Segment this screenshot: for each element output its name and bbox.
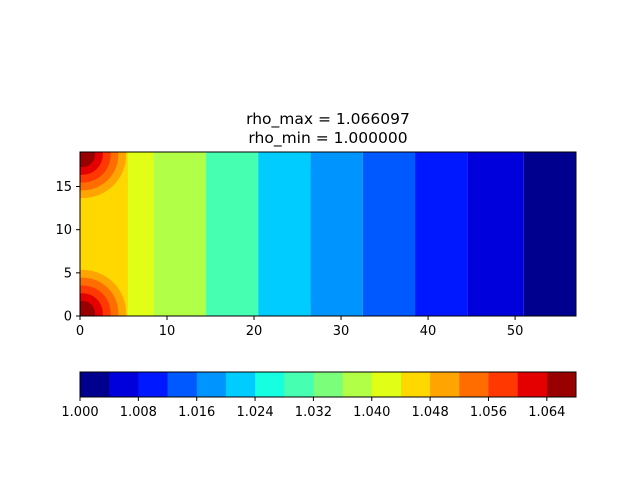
y-tick-label: 0 <box>64 310 72 325</box>
x-tick-label: 40 <box>420 324 437 339</box>
contour-band <box>153 152 211 316</box>
contour-band <box>362 152 416 316</box>
colorbar-tick-label: 1.024 <box>236 405 273 420</box>
contour-band <box>127 152 160 316</box>
colorbar-tick-label: 1.000 <box>61 405 98 420</box>
colorbar-cell <box>255 372 285 397</box>
colorbar-tick-label: 1.016 <box>178 405 215 420</box>
title-line-2: rho_min = 1.000000 <box>248 129 407 148</box>
y-tick-label: 15 <box>55 180 72 195</box>
contour-band <box>523 152 576 316</box>
colorbar-cell <box>167 372 198 397</box>
contour-band <box>310 152 363 316</box>
colorbar-cell <box>80 372 110 397</box>
colorbar-cell <box>517 372 548 397</box>
contour-band <box>258 152 312 316</box>
title-line-1: rho_max = 1.066097 <box>246 110 410 129</box>
colorbar-cell <box>284 372 314 397</box>
colorbar-tick-label: 1.040 <box>353 405 390 420</box>
colorbar-tick-label: 1.064 <box>528 405 565 420</box>
colorbar-cell <box>430 372 460 397</box>
contour-plot: 0 10 20 30 40 50 0 5 10 15 <box>55 151 577 339</box>
colorbar-cell <box>400 372 431 397</box>
colorbar-cell <box>225 372 256 397</box>
colorbar-cell <box>371 372 402 397</box>
colorbar-tick-label: 1.056 <box>470 405 507 420</box>
x-tick-label: 30 <box>333 324 350 339</box>
y-axis: 0 5 10 15 <box>55 180 80 325</box>
colorbar-cell <box>138 372 169 397</box>
colorbar-cell <box>488 372 519 397</box>
x-tick-label: 10 <box>159 324 176 339</box>
colorbar-tick-label: 1.048 <box>412 405 449 420</box>
colorbar-tick-label: 1.008 <box>120 405 157 420</box>
x-tick-label: 20 <box>246 324 263 339</box>
colorbar-cell <box>109 372 139 397</box>
contour-band <box>467 152 524 316</box>
x-tick-label: 0 <box>76 324 84 339</box>
colorbar-cell <box>459 372 489 397</box>
colorbar-cell <box>546 372 577 397</box>
colorbar: 1.000 1.008 1.016 1.024 1.032 1.040 1.048 1.056… <box>61 371 577 420</box>
peak-contour <box>80 152 96 168</box>
colorbar-tick-label: 1.032 <box>295 405 332 420</box>
plot-frame <box>79 151 577 317</box>
contour-band <box>206 152 261 316</box>
colorbar-cell <box>342 372 373 397</box>
x-axis: 0 10 20 30 40 50 <box>76 316 524 339</box>
contour-band <box>415 152 468 316</box>
colorbar-cell <box>196 372 227 397</box>
colorbar-cell <box>313 372 344 397</box>
y-tick-label: 10 <box>55 223 72 238</box>
y-tick-label: 5 <box>64 266 72 281</box>
colorbar-frame <box>79 371 577 398</box>
peak-contour <box>80 300 96 316</box>
x-tick-label: 50 <box>507 324 524 339</box>
